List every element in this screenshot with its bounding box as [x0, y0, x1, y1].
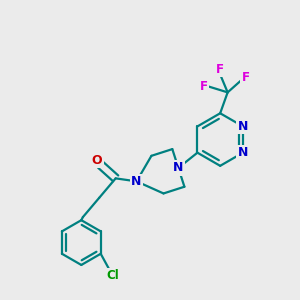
Text: O: O — [92, 154, 103, 167]
Text: F: F — [216, 63, 224, 76]
Text: F: F — [200, 80, 208, 93]
Text: N: N — [238, 146, 248, 159]
Text: N: N — [173, 161, 184, 174]
Text: N: N — [238, 120, 248, 133]
Text: Cl: Cl — [106, 269, 119, 282]
Text: N: N — [131, 175, 142, 188]
Text: F: F — [242, 71, 250, 84]
